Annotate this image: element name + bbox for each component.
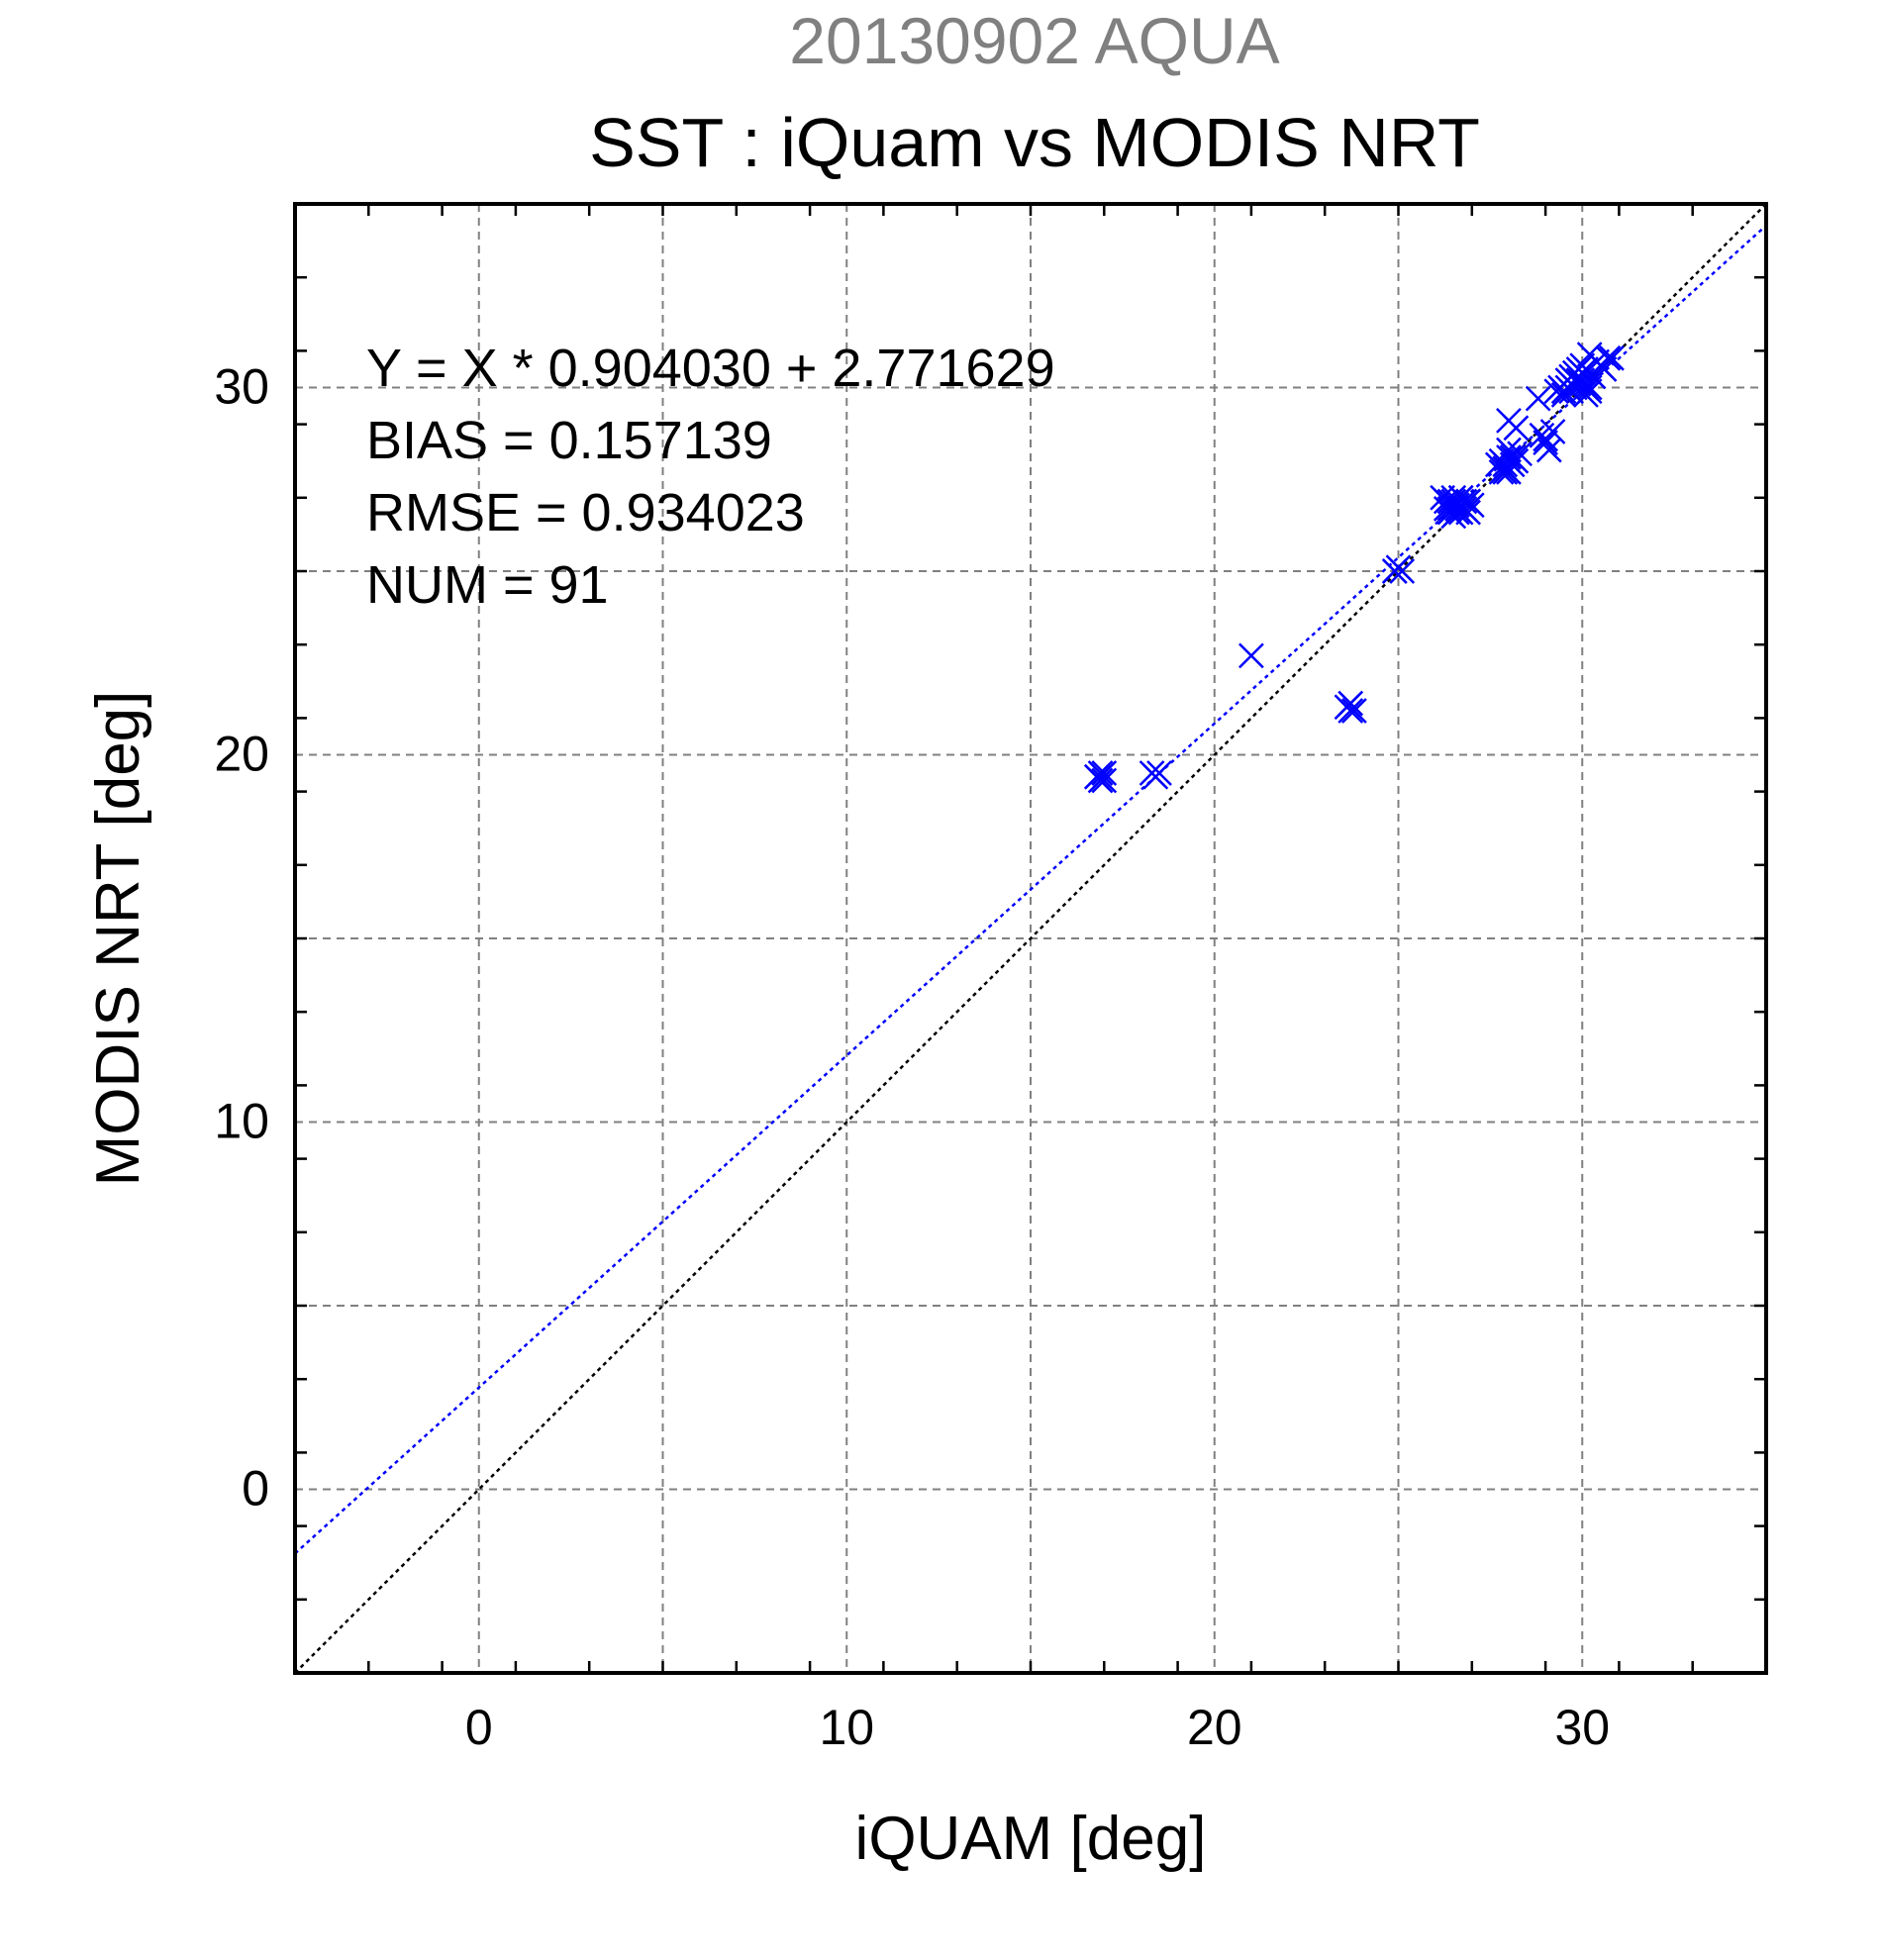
data-point — [1381, 558, 1408, 584]
data-point — [1447, 484, 1474, 511]
data-point — [1455, 499, 1481, 526]
stats-line: Y = X * 0.904030 + 2.771629 — [366, 339, 1055, 398]
y-tick-label: 10 — [214, 1094, 269, 1149]
x-tick-label: 30 — [1554, 1700, 1610, 1755]
data-point — [1496, 437, 1522, 463]
x-axis-label: iQUAM [deg] — [855, 1805, 1207, 1873]
x-tick-label: 20 — [1187, 1700, 1242, 1755]
data-points — [1083, 342, 1625, 794]
data-point — [1341, 698, 1367, 724]
plot-frame — [293, 202, 1768, 1675]
data-point — [1492, 458, 1519, 485]
data-point — [1091, 760, 1118, 786]
data-point — [1503, 415, 1530, 441]
x-tick-label: 10 — [819, 1700, 874, 1755]
data-point — [1525, 385, 1551, 412]
regression-line — [294, 224, 1767, 1555]
data-point — [1533, 426, 1558, 452]
data-point — [1573, 382, 1599, 408]
y-axis-label: MODIS NRT [deg] — [84, 691, 152, 1187]
data-point — [1591, 356, 1618, 382]
x-tick-label: 0 — [465, 1700, 493, 1755]
stats-line: BIAS = 0.157139 — [366, 411, 772, 470]
y-tick-label: 20 — [214, 727, 269, 782]
data-point — [1433, 496, 1459, 522]
data-point — [1580, 363, 1607, 390]
data-point — [1389, 558, 1416, 584]
y-tick-label: 30 — [214, 359, 269, 415]
data-point — [1458, 492, 1485, 519]
tick-labels: 0 10 20 30 0 10 20 30 — [214, 359, 1610, 1756]
stats-line: NUM = 91 — [366, 555, 609, 615]
reference-lines — [294, 203, 1767, 1674]
one-to-one-line — [294, 203, 1767, 1674]
y-tick-label: 0 — [242, 1461, 269, 1517]
chart-subtitle: 20130902 AQUA — [789, 4, 1279, 77]
data-point — [1550, 378, 1577, 405]
chart-title: SST : iQuam vs MODIS NRT — [589, 104, 1480, 181]
data-point — [1533, 430, 1558, 456]
data-point — [1091, 767, 1118, 794]
data-point — [1337, 690, 1364, 717]
data-point — [1499, 444, 1526, 470]
stats-line: RMSE = 0.934023 — [366, 483, 805, 542]
data-point — [1337, 698, 1364, 724]
data-point — [1238, 642, 1264, 669]
data-point — [1087, 767, 1114, 794]
stats-annotation: Y = X * 0.904030 + 2.771629 BIAS = 0.1571… — [366, 339, 1055, 615]
data-point — [1142, 763, 1169, 790]
